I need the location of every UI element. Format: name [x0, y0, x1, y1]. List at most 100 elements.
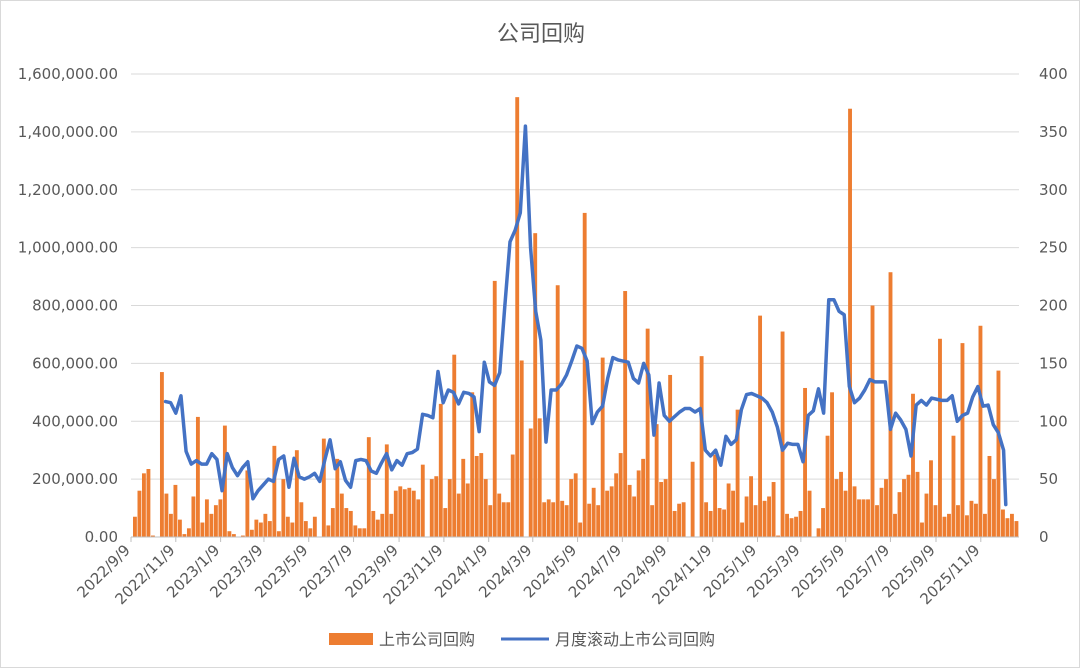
bar — [411, 490, 416, 537]
bar — [528, 428, 533, 537]
bar — [263, 513, 268, 537]
bar — [654, 424, 659, 537]
bar — [312, 516, 317, 537]
bar — [749, 476, 754, 537]
bar — [209, 513, 214, 537]
bar — [537, 418, 542, 537]
bar — [375, 519, 380, 537]
bar — [231, 534, 236, 537]
bar — [789, 518, 794, 537]
bar — [1005, 518, 1010, 537]
bar — [771, 482, 776, 537]
bar — [290, 522, 295, 537]
bar — [497, 493, 502, 537]
bar — [641, 458, 646, 537]
y-right-tick-label: 100 — [1039, 412, 1068, 430]
bar — [510, 454, 515, 537]
bar — [1001, 509, 1005, 537]
bar — [969, 500, 974, 537]
bar — [546, 499, 551, 537]
y-left-tick-label: 0.00 — [85, 528, 118, 546]
bar — [938, 338, 942, 537]
bar — [195, 416, 200, 537]
bar — [758, 315, 763, 537]
bar — [339, 493, 344, 537]
bar — [488, 505, 493, 537]
bar — [857, 499, 861, 537]
bar — [299, 502, 304, 537]
bar — [438, 403, 443, 537]
bar — [416, 499, 421, 537]
bar — [443, 508, 448, 537]
bar — [875, 505, 879, 537]
bar — [294, 450, 299, 537]
bar — [677, 503, 682, 537]
bar — [753, 505, 758, 537]
bar — [888, 272, 893, 537]
bar — [614, 473, 619, 537]
bar — [663, 479, 668, 538]
bar — [650, 505, 655, 537]
chart-title: 公司回购 — [497, 22, 585, 47]
bar — [690, 461, 695, 537]
bar — [560, 500, 565, 537]
bar — [668, 374, 673, 537]
bar — [672, 510, 677, 537]
y-axis-left: 0.00 200,000.00 400,000.00 600,000.00 800,00… — [18, 65, 118, 546]
bar — [830, 392, 834, 537]
bar — [447, 479, 452, 538]
y-right-tick-label: 150 — [1039, 354, 1068, 372]
bar — [884, 479, 888, 538]
bar — [461, 458, 466, 537]
legend-label-bars: 上市公司回购 — [379, 630, 475, 649]
bar — [785, 513, 789, 537]
bar — [393, 490, 398, 537]
legend-label-line: 月度滚动上市公司回购 — [555, 630, 715, 649]
bar — [182, 534, 187, 537]
bar — [330, 508, 335, 537]
y-left-tick-label: 200,000.00 — [32, 470, 118, 488]
bar — [398, 486, 403, 537]
y-left-tick-label: 1,400,000.00 — [18, 123, 118, 141]
bar — [816, 528, 821, 537]
bar — [924, 493, 929, 537]
bar — [564, 505, 569, 537]
bar — [146, 469, 151, 537]
bar — [533, 233, 538, 537]
bar — [911, 393, 915, 537]
bar — [722, 509, 727, 537]
bar — [933, 505, 938, 537]
bar — [843, 490, 848, 537]
bar — [213, 505, 218, 537]
y-right-tick-label: 300 — [1039, 181, 1068, 199]
bar — [555, 285, 560, 537]
bar — [456, 493, 461, 537]
bar — [407, 487, 412, 537]
bar — [137, 490, 142, 537]
bar — [348, 510, 353, 537]
bar — [735, 409, 740, 537]
bar — [303, 521, 308, 537]
bar — [492, 280, 497, 537]
bar — [659, 482, 664, 537]
bar — [636, 470, 641, 537]
bar — [353, 525, 358, 537]
bar — [245, 470, 250, 537]
bar — [740, 522, 745, 537]
bar — [839, 471, 843, 537]
bar — [168, 513, 173, 537]
bar — [177, 519, 182, 537]
bar — [744, 496, 749, 537]
bar — [627, 484, 632, 537]
bar — [479, 453, 484, 537]
bar — [947, 513, 951, 537]
bar — [834, 479, 839, 538]
bar — [465, 483, 470, 537]
bar — [906, 474, 911, 537]
bar — [929, 460, 933, 537]
bar-series-buyback — [133, 97, 1019, 538]
gridlines — [131, 73, 1019, 538]
bar — [852, 486, 857, 537]
